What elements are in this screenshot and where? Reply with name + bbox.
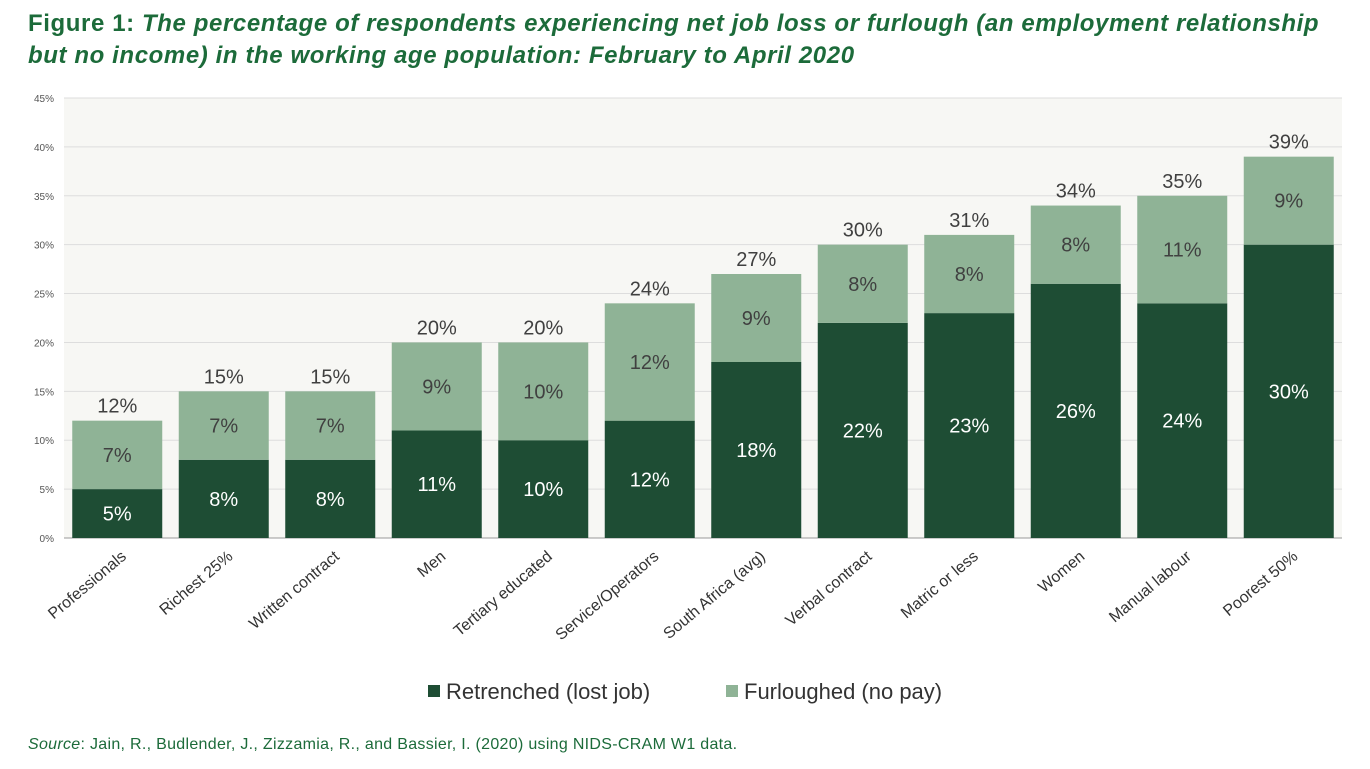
y-tick-label: 0% <box>40 534 55 545</box>
data-label-furloughed: 7% <box>316 416 345 438</box>
bar-furloughed <box>178 391 269 460</box>
x-axis: Professionals Richest 25% Written contract… <box>45 548 1301 644</box>
legend: Retrenched (lost job) Furloughed (no pay) <box>428 679 942 704</box>
bar-furloughed <box>604 303 695 421</box>
data-label-total: 34% <box>1056 181 1096 203</box>
bar-furloughed <box>391 342 482 431</box>
data-label-total: 31% <box>949 210 989 232</box>
legend-label: Furloughed (no pay) <box>744 679 942 704</box>
source-label: Source <box>28 736 81 753</box>
data-label-total: 12% <box>97 396 137 418</box>
x-tick-label: Verbal contract <box>783 548 876 630</box>
bar-retrenched <box>178 459 269 538</box>
data-label-furloughed: 9% <box>422 376 451 398</box>
bar-retrenched <box>285 459 376 538</box>
data-label-total: 20% <box>417 317 457 339</box>
x-tick-label: Service/Operators <box>553 548 663 644</box>
data-label-total: 24% <box>630 278 670 300</box>
x-tick-label: Richest 25% <box>157 548 237 619</box>
bar-furloughed <box>285 391 376 460</box>
data-label-retrenched: 8% <box>209 489 238 511</box>
bar-furloughed <box>1243 156 1334 245</box>
y-tick-label: 40% <box>34 143 54 154</box>
data-label-total: 35% <box>1162 171 1202 193</box>
data-label-furloughed: 10% <box>523 381 563 403</box>
y-tick-label: 45% <box>34 94 54 105</box>
bar-retrenched <box>1137 303 1228 538</box>
x-tick-label: Professionals <box>45 548 130 623</box>
bar-retrenched <box>1243 244 1334 538</box>
plot-area <box>64 98 1342 538</box>
stacked-bar-chart: 0% 5% 10% 15% 20% 25% 30% 35% 40% 45% 5% 7% 12% 8% 7%… <box>34 94 1342 704</box>
bars: 5% 7% 12% 8% 7% 15% 8% 7% 15% 11% 9% 20% 10% 10% 20% 12… <box>72 132 1334 538</box>
chart-title: Figure 1: The percentage of respondents … <box>28 8 1358 72</box>
data-label-retrenched: 30% <box>1269 381 1309 403</box>
bar-furloughed <box>924 234 1015 314</box>
x-tick-label: Poorest 50% <box>1220 548 1301 620</box>
x-tick-label: Manual labour <box>1106 548 1195 627</box>
data-label-retrenched: 23% <box>949 416 989 438</box>
data-label-furloughed: 12% <box>630 352 670 374</box>
data-label-total: 27% <box>736 249 776 271</box>
y-tick-label: 5% <box>40 485 55 496</box>
x-tick-label: Matric or less <box>898 548 982 622</box>
data-label-total: 30% <box>843 220 883 242</box>
data-label-furloughed: 9% <box>742 308 771 330</box>
figure-label: Figure 1: <box>28 10 135 37</box>
y-tick-label: 25% <box>34 290 54 301</box>
data-label-retrenched: 8% <box>316 489 345 511</box>
y-tick-label: 10% <box>34 436 54 447</box>
data-label-furloughed: 7% <box>209 416 238 438</box>
bar-retrenched <box>711 362 802 538</box>
source-text: : Jain, R., Budlender, J., Zizzamia, R.,… <box>80 736 738 753</box>
data-label-furloughed: 8% <box>1061 235 1090 257</box>
bar-furloughed <box>1137 195 1228 304</box>
data-label-furloughed: 7% <box>103 445 132 467</box>
data-label-total: 15% <box>310 366 350 388</box>
data-label-furloughed: 11% <box>1163 240 1202 262</box>
legend-label: Retrenched (lost job) <box>446 679 650 704</box>
data-label-total: 15% <box>204 366 244 388</box>
y-tick-label: 30% <box>34 241 54 252</box>
x-tick-label: Written contract <box>246 548 343 633</box>
bar-furloughed <box>711 274 802 362</box>
bar-retrenched <box>817 322 908 538</box>
data-label-furloughed: 9% <box>1274 191 1303 213</box>
legend-swatch <box>428 685 440 697</box>
data-label-retrenched: 18% <box>736 440 776 462</box>
data-label-furloughed: 8% <box>848 274 877 296</box>
bar-retrenched <box>1030 283 1121 538</box>
data-label-total: 39% <box>1269 132 1309 154</box>
x-tick-label: South Africa (avg) <box>660 548 768 643</box>
bar-furloughed <box>817 244 908 323</box>
bar-retrenched <box>604 420 695 538</box>
y-tick-label: 15% <box>34 387 54 398</box>
data-label-retrenched: 26% <box>1056 401 1096 423</box>
bar-furloughed <box>1030 205 1121 284</box>
bar-retrenched <box>498 440 589 538</box>
figure-title-text: The percentage of respondents experienci… <box>28 10 1320 69</box>
data-label-retrenched: 24% <box>1162 411 1202 433</box>
bar-retrenched <box>391 430 482 538</box>
bar-furloughed <box>498 342 589 441</box>
legend-swatch <box>726 685 738 697</box>
y-tick-label: 20% <box>34 338 54 349</box>
x-tick-label: Women <box>1035 548 1088 596</box>
x-tick-label: Men <box>415 548 450 581</box>
data-label-retrenched: 12% <box>630 469 670 491</box>
data-label-retrenched: 10% <box>523 479 563 501</box>
data-label-retrenched: 11% <box>417 474 456 496</box>
bar-retrenched <box>924 313 1015 538</box>
bar-retrenched <box>72 489 163 538</box>
data-label-retrenched: 22% <box>843 420 883 442</box>
bar-furloughed <box>72 420 163 490</box>
data-label-furloughed: 8% <box>955 264 984 286</box>
y-axis: 0% 5% 10% 15% 20% 25% 30% 35% 40% 45% <box>34 94 54 545</box>
data-label-total: 20% <box>523 317 563 339</box>
x-tick-label: Tertiary educated <box>451 548 556 640</box>
gridlines <box>64 97 1342 539</box>
y-tick-label: 35% <box>34 192 54 203</box>
source-note: Source: Jain, R., Budlender, J., Zizzami… <box>28 736 737 754</box>
data-label-retrenched: 5% <box>103 504 132 526</box>
